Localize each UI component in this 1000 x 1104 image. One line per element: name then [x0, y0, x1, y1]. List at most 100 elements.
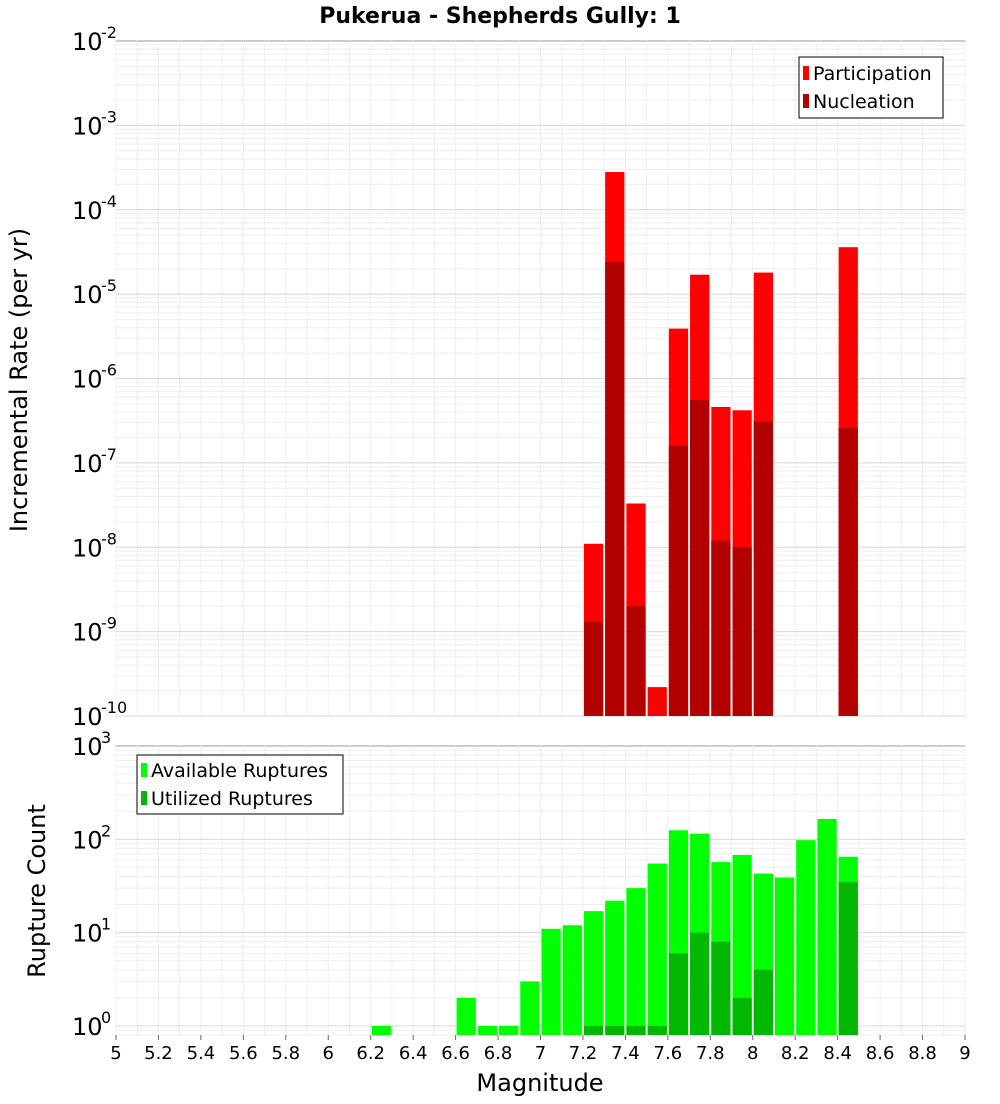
- bottom-legend-box: [136, 754, 344, 815]
- top-y-tick-label: 10: [72, 534, 103, 562]
- x-tick-label: 6.8: [484, 1043, 513, 1064]
- legend-label-nucleation: Nucleation: [813, 91, 915, 113]
- top-y-axis-label: Incremental Rate (per yr): [5, 228, 33, 532]
- bottom-bar-utilized-ruptures: [583, 1025, 604, 1035]
- top-y-tick-exponent: -4: [101, 192, 117, 211]
- bottom-y-tick-exponent: 1: [101, 915, 111, 934]
- bottom-bar-available-ruptures: [456, 997, 476, 1035]
- x-tick-label: 7.6: [654, 1043, 683, 1064]
- legend-swatch-available: [141, 763, 147, 777]
- bottom-bar-utilized-ruptures: [753, 969, 773, 1035]
- legend-swatch-participation: [803, 66, 809, 80]
- legend-label-available: Available Ruptures: [151, 760, 328, 782]
- bottom-bar-available-ruptures: [499, 1025, 519, 1035]
- top-y-tick-exponent: -9: [101, 614, 117, 633]
- top-y-tick-exponent: -5: [101, 276, 117, 295]
- bottom-y-tick-label: 10: [72, 1013, 103, 1041]
- legend-swatch-utilized: [141, 791, 147, 805]
- bottom-bar-available-ruptures: [774, 877, 795, 1035]
- top-bar-nucleation: [838, 427, 858, 716]
- bottom-bar-available-ruptures: [541, 928, 561, 1035]
- legend-swatch-nucleation: [803, 94, 809, 108]
- x-tick-label: 5.6: [229, 1043, 258, 1064]
- x-tick-label: 8.4: [823, 1043, 852, 1064]
- top-y-tick-exponent: -10: [101, 698, 127, 717]
- top-bar-participation: [647, 687, 667, 716]
- top-gridlines: [115, 41, 966, 717]
- bottom-y-tick-exponent: 3: [101, 728, 111, 747]
- top-y-tick-label: 10: [72, 703, 103, 731]
- x-tick-label: 7.8: [696, 1043, 725, 1064]
- top-bar-nucleation: [626, 606, 646, 716]
- bottom-bar-utilized-ruptures: [647, 1025, 667, 1035]
- top-y-tick-label: 10: [72, 197, 103, 225]
- bottom-bar-utilized-ruptures: [668, 953, 689, 1035]
- x-tick-label: 8.2: [781, 1043, 810, 1064]
- bottom-bar-available-ruptures: [605, 900, 625, 1035]
- x-tick-label: 8.6: [866, 1043, 895, 1064]
- bottom-gridlines: [115, 746, 966, 1036]
- bottom-bar-utilized-ruptures: [711, 941, 731, 1035]
- top-y-tick-label: 10: [72, 112, 103, 140]
- x-tick-label: 5.8: [271, 1043, 300, 1064]
- x-tick-label: 8: [747, 1043, 758, 1064]
- bottom-bar-utilized-ruptures: [838, 881, 858, 1035]
- legend-label-utilized: Utilized Ruptures: [151, 788, 313, 810]
- bottom-bar-available-ruptures: [796, 840, 816, 1035]
- top-bar-nucleation: [711, 540, 731, 716]
- top-y-tick-label: 10: [72, 366, 103, 394]
- bottom-y-axis-label: Rupture Count: [23, 804, 51, 978]
- top-legend: Participation Nucleation: [798, 56, 944, 119]
- top-bar-nucleation: [583, 622, 604, 716]
- x-tick-label: 6.2: [356, 1043, 385, 1064]
- bottom-bar-available-ruptures: [817, 819, 837, 1035]
- x-axis-label: Magnitude: [476, 1069, 603, 1097]
- x-tick-label: 7: [535, 1043, 546, 1064]
- top-bar-nucleation: [605, 262, 625, 716]
- x-tick-label: 7.2: [569, 1043, 598, 1064]
- bottom-bar-utilized-ruptures: [690, 932, 710, 1035]
- x-tick-label: 9: [959, 1043, 970, 1064]
- bottom-bar-available-ruptures: [477, 1025, 498, 1035]
- bottom-bar-available-ruptures: [562, 925, 582, 1035]
- x-tick-label: 8.8: [908, 1043, 937, 1064]
- top-y-tick-exponent: -7: [101, 445, 117, 464]
- bottom-bars: [371, 819, 858, 1035]
- bottom-y-tick-label: 10: [72, 733, 103, 761]
- top-y-tick-exponent: -6: [101, 361, 117, 380]
- top-bar-nucleation: [753, 421, 773, 716]
- bottom-bar-utilized-ruptures: [732, 997, 752, 1035]
- x-tick-label: 6.6: [441, 1043, 470, 1064]
- x-tick-label: 6: [323, 1043, 334, 1064]
- top-y-tick-exponent: -3: [101, 107, 117, 126]
- top-bar-nucleation: [690, 399, 710, 716]
- top-bar-nucleation: [732, 547, 752, 716]
- bottom-legend: Available Ruptures Utilized Ruptures: [136, 754, 344, 815]
- x-tick-label: 5: [110, 1043, 121, 1064]
- bottom-y-tick-label: 10: [72, 826, 103, 854]
- bottom-y-tick-label: 10: [72, 920, 103, 948]
- bottom-y-tick-exponent: 0: [101, 1008, 111, 1027]
- bottom-bar-available-ruptures: [732, 854, 752, 1035]
- bottom-bar-available-ruptures: [583, 911, 604, 1035]
- legend-label-participation: Participation: [813, 63, 932, 85]
- top-y-tick-label: 10: [72, 619, 103, 647]
- top-y-tick-label: 10: [72, 281, 103, 309]
- top-y-tick-exponent: -2: [101, 23, 117, 42]
- bottom-bar-available-ruptures: [647, 863, 667, 1035]
- bottom-bar-available-ruptures: [520, 981, 540, 1035]
- bottom-bar-available-ruptures: [371, 1025, 391, 1035]
- x-tick-label: 5.2: [144, 1043, 173, 1064]
- x-tick-labels: 5 5.2 5.4 5.6 5.8 6 6.2 6.4 6.6 6.8 7 7.2 7.4 7.6 7.8 8…: [110, 1035, 971, 1064]
- top-legend-box: [798, 56, 944, 119]
- top-y-tick-exponent: -8: [101, 529, 117, 548]
- top-y-tick-label: 10: [72, 450, 103, 478]
- x-tick-label: 6.4: [399, 1043, 428, 1064]
- x-tick-label: 7.4: [611, 1043, 640, 1064]
